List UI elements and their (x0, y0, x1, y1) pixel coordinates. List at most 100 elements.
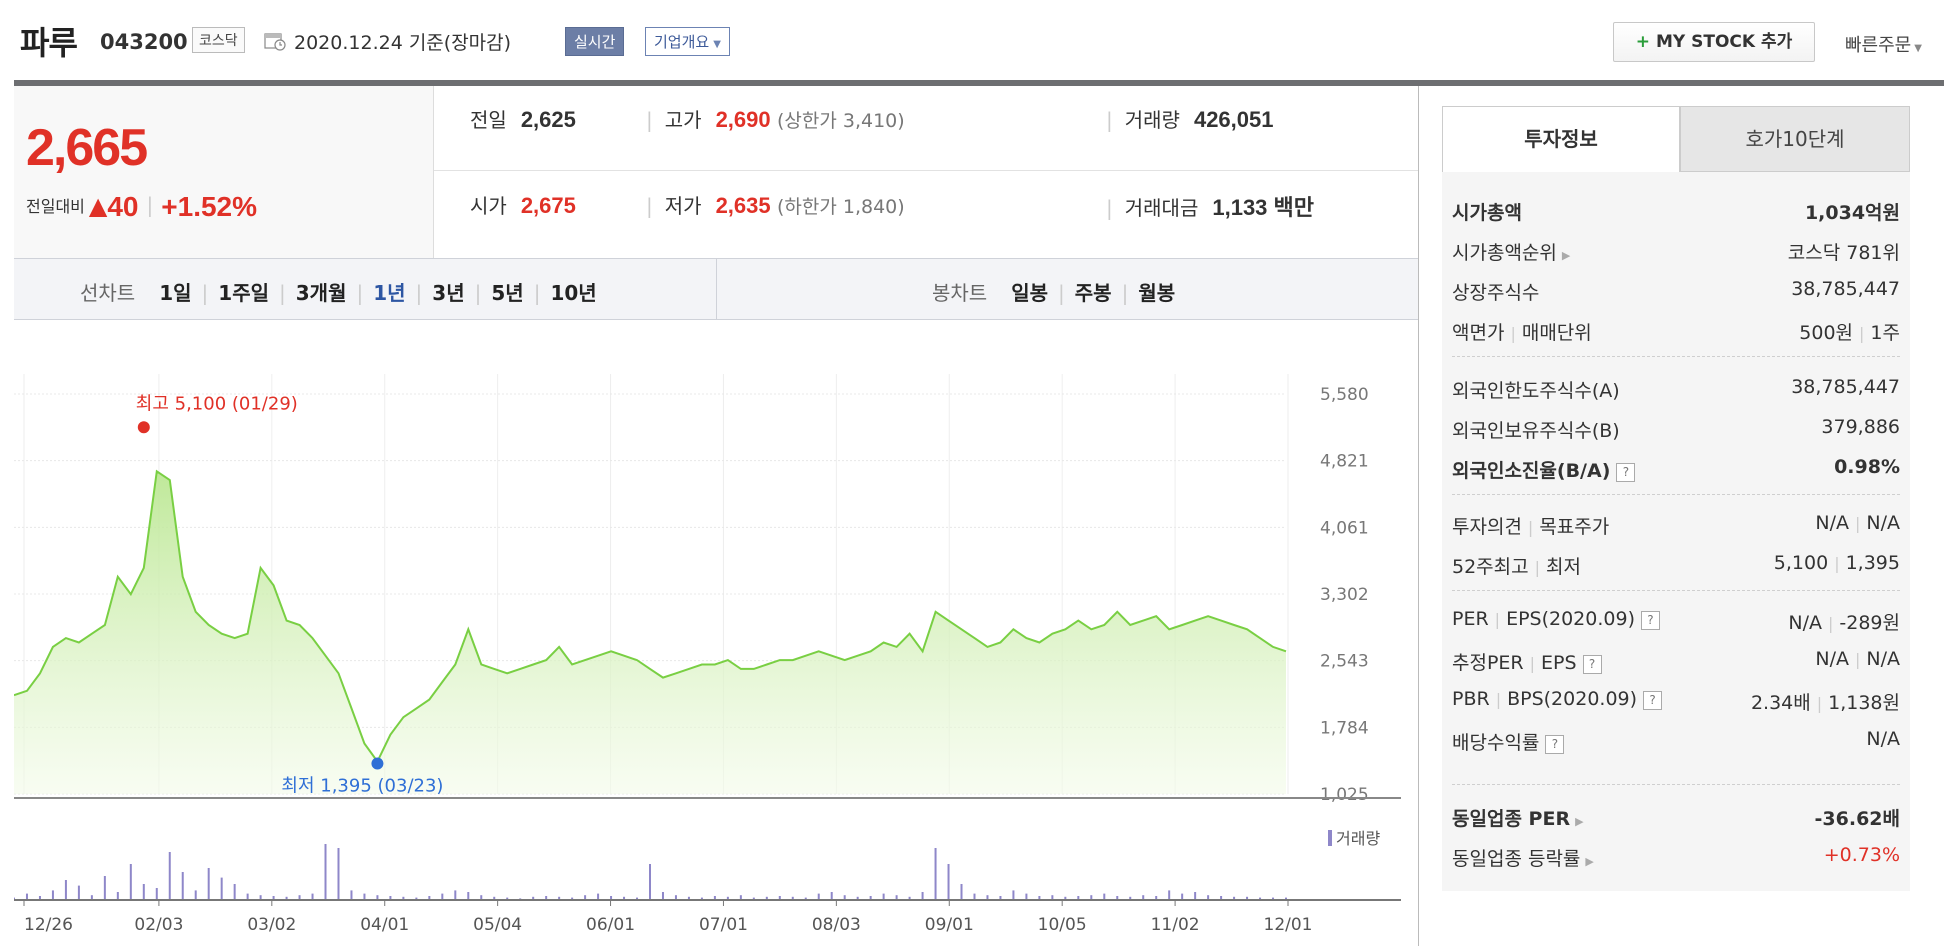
change-percent: +1.52% (161, 191, 258, 222)
period-tab[interactable]: 3년 (432, 281, 465, 305)
quick-order-label: 빠른주문 (1845, 35, 1912, 56)
volume-bar (558, 896, 561, 900)
low-annotation: 최저 1,395 (03/23) (281, 776, 443, 797)
volume-bar (493, 896, 496, 900)
price-chart-svg: 5,580 4,821 4,061 3,302 2,543 1,784 1,025 최고 5,… (14, 374, 1401, 935)
add-mystock-label: MY STOCK 추가 (1655, 32, 1793, 52)
volume-bar (1116, 896, 1119, 900)
volume-bar (38, 896, 41, 900)
candle-tab[interactable]: 주봉 (1074, 281, 1112, 305)
candle-chart-label: 봉차트 (932, 281, 988, 305)
row-industry-change[interactable]: 동일업종 등락률 ▶ +0.73% (1452, 844, 1900, 870)
volume-bar (350, 890, 353, 900)
x-tick-label: 12/01 (1264, 915, 1313, 935)
volume-bar (181, 872, 184, 900)
help-icon[interactable]: ? (1643, 691, 1663, 710)
volume-bar (14, 897, 15, 900)
volume-bar (506, 897, 509, 900)
change-label: 전일대비 (26, 197, 85, 216)
volume-bar (986, 895, 989, 900)
volume-bar (1207, 895, 1210, 900)
volume-bar (1155, 896, 1158, 900)
row-opinion: 투자의견 | 목표주가 N/A | N/A (1452, 512, 1900, 538)
help-icon[interactable]: ? (1582, 655, 1602, 674)
volume-bar (1194, 892, 1197, 900)
row-dividend: 배당수익률? N/A (1452, 728, 1900, 754)
row-52week: 52주최고 | 최저 5,100 | 1,395 (1452, 552, 1900, 578)
invest-info-panel: 투자정보 호가10단계 시가총액 1,034억원 시가총액순위 ▶ 코스닥 781위 … (1442, 106, 1910, 891)
y-tick-label: 2,543 (1320, 652, 1369, 672)
volume-bar (739, 895, 742, 900)
row-per: PER | EPS(2020.09)? N/A | -289원 (1452, 608, 1900, 634)
period-tab[interactable]: 1주일 (218, 281, 269, 305)
volume-bar (817, 893, 820, 900)
volume-bar (960, 884, 963, 900)
price-stats: 전일 2,625 | 고가 2,690 (상한가 3,410) | 거래량 426,051… (434, 86, 1419, 258)
x-tick-label: 05/04 (473, 915, 522, 935)
y-tick-label: 1,025 (1320, 785, 1369, 805)
row-listed-shares: 상장주식수 38,785,447 (1452, 278, 1900, 304)
volume-bar (480, 895, 483, 900)
volume-bar (467, 892, 470, 900)
volume-bar (1064, 896, 1067, 900)
candle-tab[interactable]: 일봉 (1011, 281, 1049, 305)
volume-bar (934, 848, 937, 900)
volume-bar (752, 897, 755, 900)
y-tick-label: 4,821 (1320, 452, 1369, 472)
volume-bar (1259, 897, 1262, 900)
volume-bar (1090, 895, 1093, 900)
realtime-button[interactable]: 실시간 (565, 27, 625, 56)
volume-bar (947, 864, 950, 900)
x-tick-label: 12/26 (24, 915, 73, 935)
valuation-section: PER | EPS(2020.09)? N/A | -289원 추정PER | EPS? N/A… (1452, 602, 1900, 762)
change-line: 전일대비 ▲40 | +1.52% (26, 191, 258, 222)
row-industry-per[interactable]: 동일업종 PER ▶ -36.62배 (1452, 808, 1900, 830)
volume-bar (597, 893, 600, 900)
help-icon[interactable]: ? (1616, 463, 1636, 482)
x-tick-label: 06/01 (586, 915, 635, 935)
opinion-section: 투자의견 | 목표주가 N/A | N/A 52주최고 | 최저 5,100 | 1,395 (1452, 506, 1900, 586)
company-overview-dropdown[interactable]: 기업개요 ▼ (645, 27, 730, 56)
row-market-cap-rank[interactable]: 시가총액순위 ▶ 코스닥 781위 (1452, 242, 1900, 264)
candle-chart-periods: 봉차트 일봉 | 주봉 | 월봉 (932, 281, 1176, 305)
period-tab[interactable]: 3개월 (295, 281, 347, 305)
volume-bar (610, 896, 613, 900)
volume-bar (337, 848, 340, 900)
chevron-right-icon: ▶ (1575, 815, 1584, 828)
period-tab[interactable]: 10년 (550, 281, 597, 305)
help-icon[interactable]: ? (1640, 611, 1660, 630)
volume-bar (791, 896, 794, 900)
tab-orderbook-10[interactable]: 호가10단계 (1680, 106, 1910, 172)
volume-legend: 거래량 (1336, 829, 1380, 848)
period-tab[interactable]: 1일 (159, 281, 192, 305)
market-badge: 코스닥 (192, 27, 245, 53)
volume-bar (376, 895, 379, 900)
add-mystock-button[interactable]: + MY STOCK 추가 (1613, 22, 1815, 62)
volume-bar (402, 896, 405, 900)
volume-bar (869, 896, 872, 900)
base-date: 2020.12.24 기준(장마감) (294, 32, 512, 54)
volume-bar (700, 897, 703, 900)
volume-bar (804, 897, 807, 900)
period-tab[interactable]: 1년 (373, 281, 406, 305)
quick-order-button[interactable]: 빠른주문 ▼ (1845, 31, 1922, 57)
candle-tab[interactable]: 월봉 (1138, 281, 1176, 305)
x-tick-label: 07/01 (699, 915, 748, 935)
volume-bar (830, 892, 833, 900)
volume-bar (246, 893, 249, 900)
x-tick-label: 02/03 (134, 915, 183, 935)
tab-invest-info[interactable]: 투자정보 (1442, 106, 1680, 172)
stat-amount: | 거래대금 1,133 백만 (1106, 195, 1315, 220)
volume-bar (545, 896, 548, 900)
volume-bar (571, 897, 574, 900)
x-tick-label: 04/01 (360, 915, 409, 935)
volume-bar (1285, 897, 1287, 900)
x-tick-label: 03/02 (247, 915, 296, 935)
row-foreign-hold: 외국인보유주식수(B) 379,886 (1452, 416, 1900, 442)
period-tab[interactable]: 5년 (491, 281, 524, 305)
price-area (14, 471, 1286, 794)
x-tick-label: 11/02 (1151, 915, 1200, 935)
foreign-section: 외국인한도주식수(A) 38,785,447 외국인보유주식수(B) 379,886… (1452, 370, 1900, 490)
help-icon[interactable]: ? (1545, 735, 1565, 754)
volume-bar (584, 895, 587, 900)
